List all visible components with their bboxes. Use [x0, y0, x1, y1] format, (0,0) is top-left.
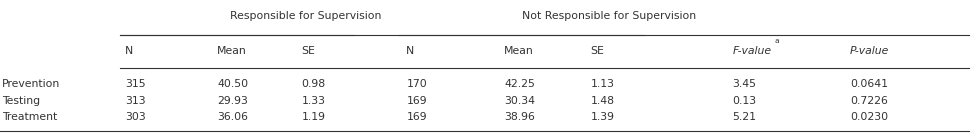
Text: 313: 313 [125, 96, 146, 106]
Text: 5.21: 5.21 [732, 112, 756, 122]
Text: 0.13: 0.13 [732, 96, 756, 106]
Text: Testing: Testing [2, 96, 40, 106]
Text: SE: SE [590, 47, 603, 56]
Text: 0.7226: 0.7226 [849, 96, 887, 106]
Text: Not Responsible for Supervision: Not Responsible for Supervision [521, 11, 695, 21]
Text: Mean: Mean [504, 47, 533, 56]
Text: 0.0641: 0.0641 [849, 79, 887, 89]
Text: 169: 169 [406, 112, 426, 122]
Text: 40.50: 40.50 [217, 79, 248, 89]
Text: a: a [774, 38, 778, 44]
Text: 303: 303 [125, 112, 146, 122]
Text: Treatment: Treatment [2, 112, 57, 122]
Text: 1.33: 1.33 [301, 96, 326, 106]
Text: 3.45: 3.45 [732, 79, 756, 89]
Text: 315: 315 [125, 79, 146, 89]
Text: Mean: Mean [217, 47, 246, 56]
Text: Responsible for Supervision: Responsible for Supervision [230, 11, 381, 21]
Text: 0.98: 0.98 [301, 79, 326, 89]
Text: 170: 170 [406, 79, 426, 89]
Text: 1.13: 1.13 [590, 79, 614, 89]
Text: P-value: P-value [849, 47, 888, 56]
Text: 42.25: 42.25 [504, 79, 535, 89]
Text: N: N [406, 47, 414, 56]
Text: 1.19: 1.19 [301, 112, 326, 122]
Text: 1.39: 1.39 [590, 112, 614, 122]
Text: 1.48: 1.48 [590, 96, 614, 106]
Text: 30.34: 30.34 [504, 96, 535, 106]
Text: 38.96: 38.96 [504, 112, 535, 122]
Text: F-value: F-value [732, 47, 771, 56]
Text: 0.0230: 0.0230 [849, 112, 887, 122]
Text: Prevention: Prevention [2, 79, 60, 89]
Text: 36.06: 36.06 [217, 112, 248, 122]
Text: SE: SE [301, 47, 315, 56]
Text: N: N [125, 47, 133, 56]
Text: 169: 169 [406, 96, 426, 106]
Text: 29.93: 29.93 [217, 96, 248, 106]
